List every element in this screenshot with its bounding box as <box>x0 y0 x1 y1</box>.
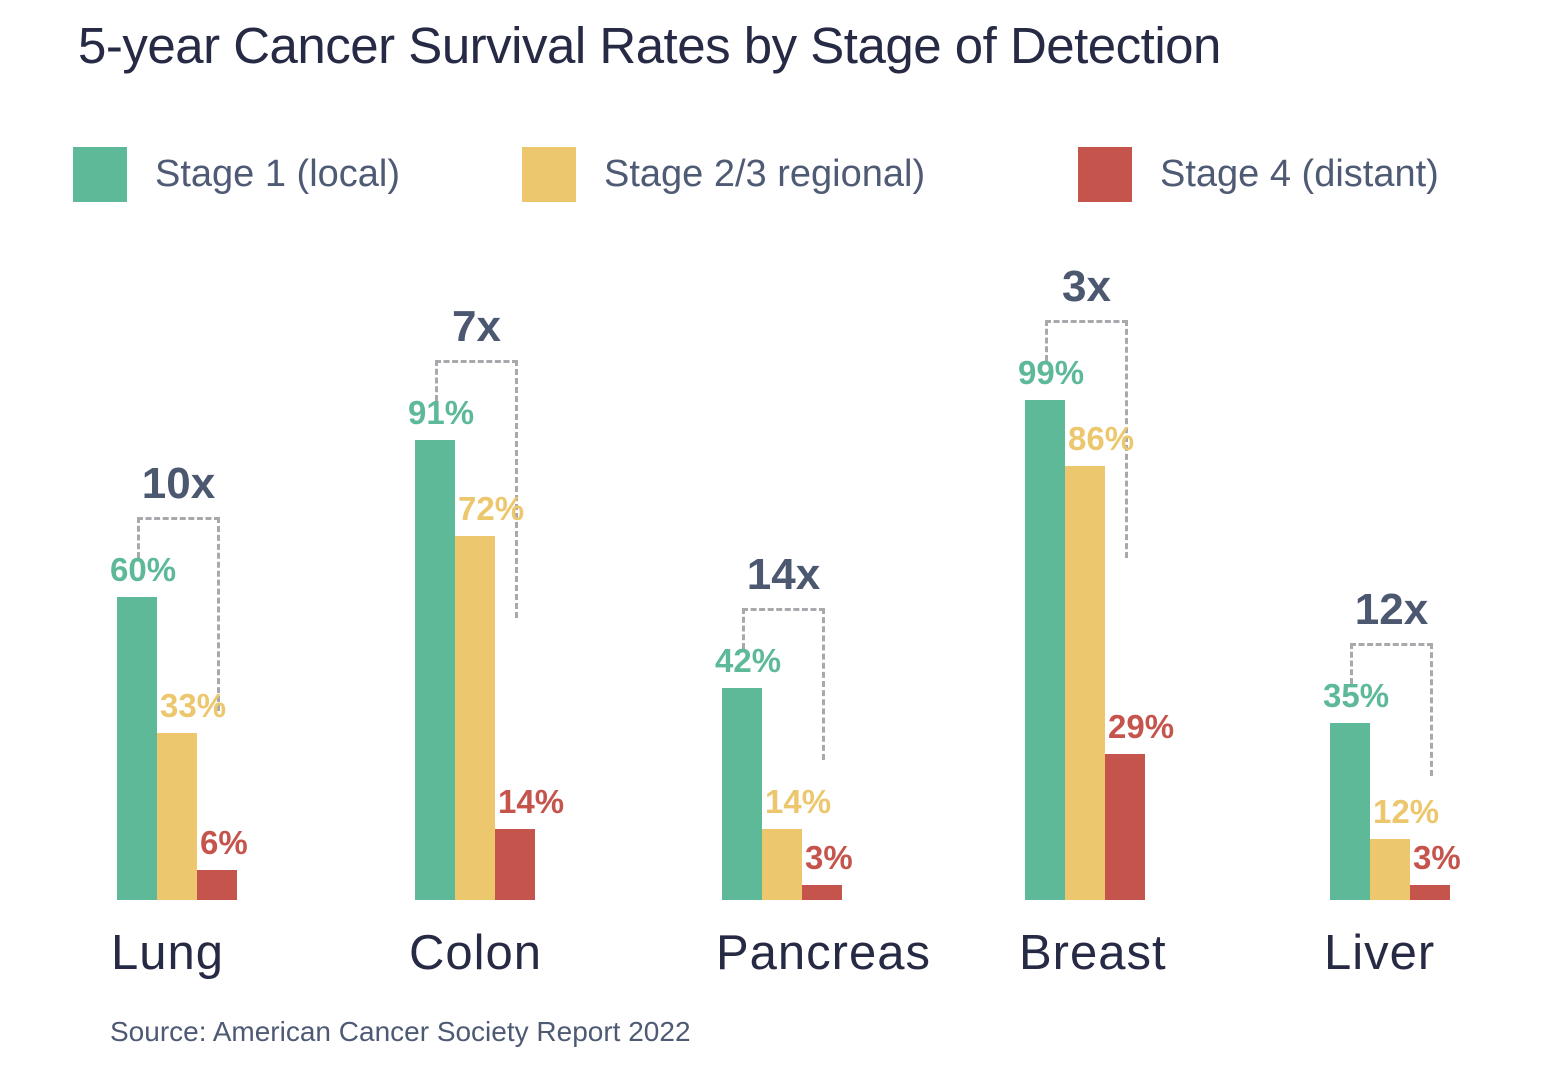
bar-pancreas-series3 <box>802 884 842 900</box>
bar-breast-series2 <box>1065 465 1105 900</box>
value-label-breast-series3: 29% <box>1108 707 1175 745</box>
bar-pancreas-series2 <box>762 829 802 900</box>
legend-item-stage1: Stage 1 (local) <box>73 147 400 202</box>
bar-liver-series1 <box>1330 723 1370 900</box>
multiplier-label-lung: 10x <box>141 459 216 508</box>
multiplier-bracket-liver <box>1350 643 1433 685</box>
value-label-pancreas-series2: 14% <box>765 783 832 821</box>
value-label-colon-series2: 72% <box>458 490 525 528</box>
legend-swatch-stage1 <box>73 147 127 202</box>
legend-swatch-stage4 <box>1078 147 1132 202</box>
source-note: Source: American Cancer Society Report 2… <box>110 1016 691 1047</box>
bar-liver-series2 <box>1370 839 1410 900</box>
multiplier-label-liver: 12x <box>1354 585 1429 635</box>
value-label-lung-series3: 6% <box>200 823 248 861</box>
multiplier-bracket-right-breast <box>1125 320 1128 559</box>
legend-swatch-stage23 <box>522 147 576 202</box>
bar-breast-series1 <box>1025 400 1065 900</box>
multiplier-bracket-right-liver <box>1430 643 1433 777</box>
bar-lung-series2 <box>157 733 197 900</box>
multiplier-label-pancreas: 14x <box>746 549 821 599</box>
multiplier-bracket-lung <box>137 517 220 558</box>
value-label-liver-series3: 3% <box>1413 838 1461 876</box>
category-label-liver: Liver <box>1324 926 1436 980</box>
legend-label-stage23: Stage 2/3 regional) <box>604 153 926 195</box>
value-label-colon-series1: 91% <box>408 394 475 432</box>
value-label-colon-series3: 14% <box>498 783 565 821</box>
legend-item-stage23: Stage 2/3 regional) <box>522 147 925 202</box>
value-label-breast-series2: 86% <box>1068 419 1135 457</box>
bar-colon-series2 <box>455 536 495 900</box>
bar-pancreas-series1 <box>722 687 762 900</box>
legend-label-stage4: Stage 4 (distant) <box>1160 153 1439 195</box>
multiplier-label-colon: 7x <box>452 302 501 352</box>
value-label-pancreas-series1: 42% <box>715 641 782 679</box>
value-label-lung-series2: 33% <box>160 687 227 725</box>
legend-item-stage4: Stage 4 (distant) <box>1078 147 1439 202</box>
legend-label-stage1: Stage 1 (local) <box>155 153 401 195</box>
category-label-lung: Lung <box>111 926 225 980</box>
category-label-breast: Breast <box>1019 926 1167 980</box>
multiplier-label-breast: 3x <box>1062 262 1111 312</box>
value-label-lung-series1: 60% <box>110 551 177 588</box>
value-label-breast-series1: 99% <box>1018 354 1085 392</box>
category-label-colon: Colon <box>409 926 543 980</box>
bar-lung-series1 <box>117 597 157 900</box>
value-label-liver-series2: 12% <box>1373 793 1440 831</box>
bar-colon-series1 <box>415 440 455 900</box>
bar-liver-series3 <box>1410 884 1450 900</box>
bar-lung-series3 <box>197 869 237 900</box>
bar-breast-series3 <box>1105 753 1145 900</box>
value-label-liver-series1: 35% <box>1323 677 1390 715</box>
multiplier-bracket-right-lung <box>217 517 220 711</box>
multiplier-bracket-right-colon <box>515 360 518 619</box>
bar-colon-series3 <box>495 829 535 900</box>
multiplier-bracket-right-pancreas <box>822 607 825 760</box>
multiplier-bracket-breast <box>1045 320 1128 362</box>
value-label-pancreas-series3: 3% <box>805 838 853 876</box>
chart-title: 5-year Cancer Survival Rates by Stage of… <box>78 17 1221 74</box>
multiplier-bracket-pancreas <box>742 607 825 649</box>
multiplier-bracket-colon <box>435 360 518 402</box>
category-label-pancreas: Pancreas <box>716 926 932 980</box>
